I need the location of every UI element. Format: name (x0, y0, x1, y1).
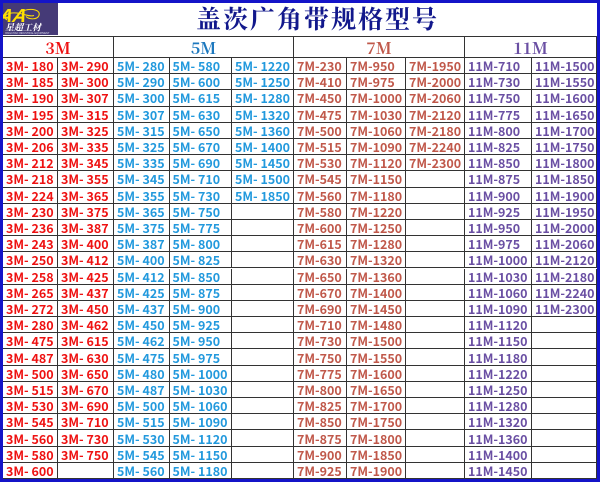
svg-text:XINGCHAO INDUSTRIAL EQUIPMENT: XINGCHAO INDUSTRIAL EQUIPMENT (5, 32, 50, 35)
